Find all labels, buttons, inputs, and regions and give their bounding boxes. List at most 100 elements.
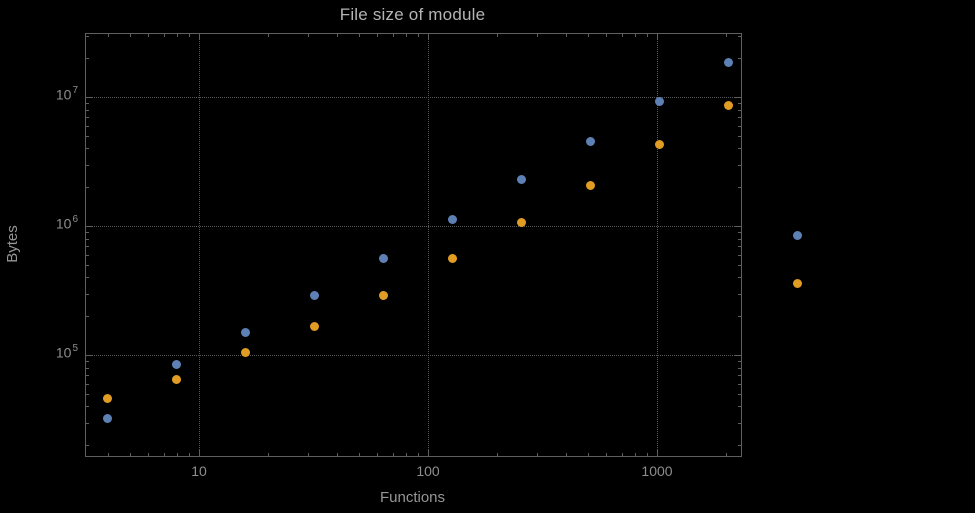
x-tick-mark bbox=[725, 34, 727, 37]
x-tick-mark bbox=[392, 453, 394, 456]
x-tick-mark bbox=[130, 34, 132, 37]
data-point bbox=[723, 100, 733, 110]
y-tick-mark bbox=[86, 254, 89, 256]
x-axis-label: Functions bbox=[379, 489, 446, 506]
y-gridline bbox=[86, 226, 741, 227]
x-tick-mark bbox=[428, 34, 429, 40]
data-point bbox=[448, 254, 458, 263]
y-tick-label: 106 bbox=[55, 214, 78, 232]
y-tick-mark bbox=[738, 109, 741, 111]
x-tick-mark bbox=[496, 34, 498, 37]
y-tick-mark bbox=[738, 148, 741, 150]
y-tick-mark bbox=[86, 293, 89, 295]
data-point bbox=[241, 347, 251, 357]
x-tick-label: 10 bbox=[191, 463, 207, 479]
y-tick-mark bbox=[86, 238, 89, 240]
y-tick-mark bbox=[86, 231, 89, 233]
y-tick-mark bbox=[738, 367, 741, 369]
x-tick-mark bbox=[176, 34, 178, 37]
data-point bbox=[654, 139, 664, 149]
data-point bbox=[310, 322, 320, 332]
y-tick-mark bbox=[738, 102, 741, 104]
y-tick-mark bbox=[86, 148, 89, 150]
y-tick-mark bbox=[86, 406, 89, 408]
y-tick-mark bbox=[86, 422, 89, 424]
y-gridline bbox=[86, 97, 741, 98]
y-tick-mark bbox=[738, 293, 741, 295]
y-tick-mark bbox=[86, 164, 89, 166]
x-gridline bbox=[428, 34, 429, 456]
plot-area: 10 100 1000 105 106 107 bbox=[56, 33, 802, 479]
y-tick-mark bbox=[86, 58, 89, 60]
x-tick-mark bbox=[377, 453, 379, 456]
y-tick-mark bbox=[86, 355, 92, 356]
y-tick-mark bbox=[735, 97, 741, 98]
x-tick-mark bbox=[199, 34, 200, 40]
y-tick-mark bbox=[86, 316, 89, 318]
data-point bbox=[310, 290, 320, 300]
data-point bbox=[172, 374, 182, 384]
y-tick-mark bbox=[86, 246, 89, 247]
y-tick-mark bbox=[738, 277, 741, 279]
y-tick-mark bbox=[86, 125, 89, 127]
x-tick-mark bbox=[308, 34, 310, 37]
y-tick-mark bbox=[86, 277, 89, 279]
data-point bbox=[379, 253, 389, 263]
x-tick-mark bbox=[565, 34, 567, 37]
x-tick-mark bbox=[646, 34, 648, 37]
x-tick-mark bbox=[163, 453, 165, 456]
x-tick-label: 1000 bbox=[641, 463, 673, 479]
y-tick-mark bbox=[86, 375, 89, 376]
x-tick-mark bbox=[537, 34, 539, 37]
x-tick-mark bbox=[588, 34, 590, 37]
y-tick-mark bbox=[86, 102, 89, 104]
x-tick-mark bbox=[537, 453, 539, 456]
y-tick-mark bbox=[738, 238, 741, 240]
y-tick-mark bbox=[738, 360, 741, 362]
x-gridline bbox=[657, 34, 658, 456]
data-point bbox=[517, 174, 526, 184]
y-tick-mark bbox=[735, 355, 741, 356]
x-tick-mark bbox=[308, 453, 310, 456]
y-tick-mark bbox=[86, 187, 89, 189]
y-tick-mark bbox=[86, 97, 92, 98]
y-tick-mark bbox=[86, 226, 92, 227]
y-tick-mark bbox=[738, 187, 741, 189]
x-tick-mark bbox=[359, 34, 361, 37]
data-point bbox=[241, 327, 251, 337]
y-tick-mark bbox=[86, 35, 89, 37]
x-tick-mark bbox=[606, 34, 608, 37]
data-point bbox=[172, 359, 182, 369]
y-tick-mark bbox=[86, 135, 89, 137]
data-point bbox=[723, 58, 733, 67]
data-point bbox=[792, 278, 802, 288]
x-tick-mark bbox=[336, 34, 338, 37]
data-point bbox=[103, 394, 113, 403]
y-tick-mark bbox=[738, 117, 741, 118]
data-point bbox=[103, 414, 113, 424]
x-tick-mark bbox=[130, 453, 132, 456]
x-tick-mark bbox=[588, 453, 590, 456]
x-tick-mark bbox=[188, 34, 190, 37]
y-gridline bbox=[86, 355, 741, 356]
x-tick-mark bbox=[634, 453, 636, 456]
x-gridline bbox=[199, 34, 200, 456]
x-tick-mark bbox=[163, 34, 165, 37]
x-tick-mark bbox=[107, 453, 109, 456]
y-tick-mark bbox=[735, 226, 741, 227]
x-tick-mark bbox=[565, 453, 567, 456]
y-tick-mark bbox=[738, 316, 741, 318]
y-tick-mark bbox=[738, 393, 741, 395]
x-tick-mark bbox=[188, 453, 190, 456]
y-tick-mark bbox=[738, 254, 741, 256]
y-tick-mark bbox=[86, 109, 89, 111]
y-axis-label: Bytes bbox=[4, 225, 21, 263]
x-tick-mark bbox=[405, 453, 407, 456]
x-tick-mark bbox=[359, 453, 361, 456]
x-tick-mark bbox=[657, 450, 658, 456]
y-tick-mark bbox=[738, 375, 741, 376]
y-tick-mark bbox=[86, 117, 89, 118]
x-tick-mark bbox=[621, 34, 623, 37]
x-tick-mark bbox=[496, 453, 498, 456]
